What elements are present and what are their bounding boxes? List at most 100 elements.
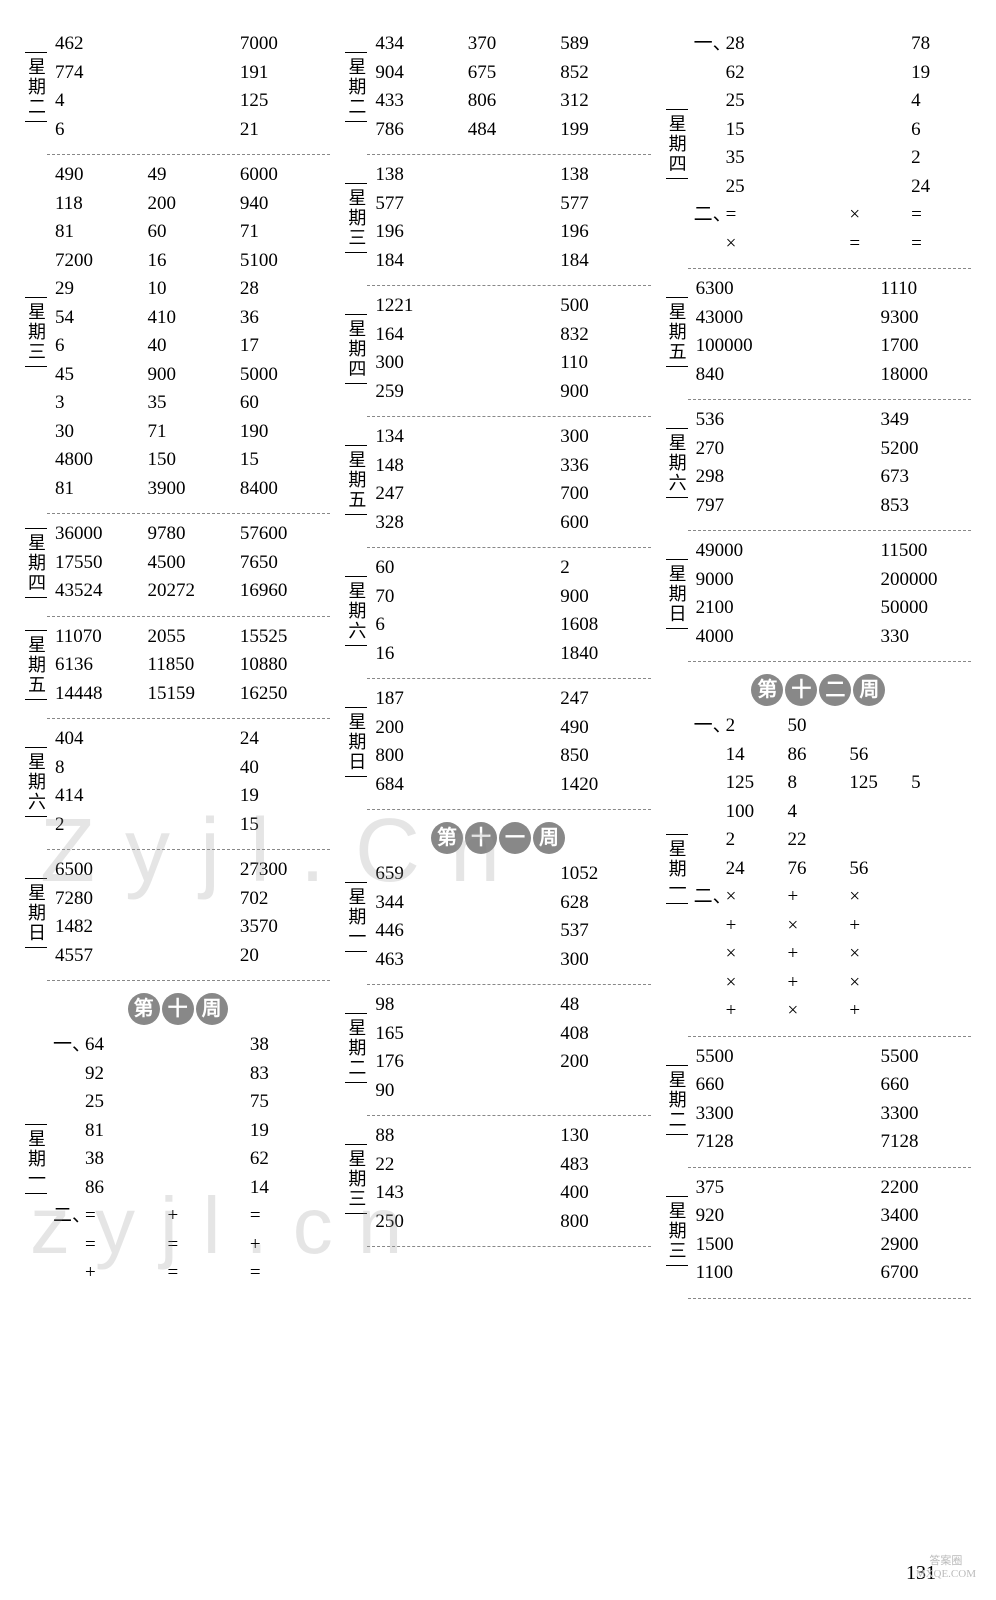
cell: 24 [909, 173, 971, 202]
cell: 336 [558, 452, 650, 481]
cell: × [724, 230, 786, 259]
cell [145, 87, 237, 116]
section-marker: 一、 [694, 712, 724, 741]
week-char: 第 [751, 674, 783, 706]
table-row: 4125 [53, 87, 330, 116]
table-row: 4000330 [694, 623, 971, 652]
table-row: 222 [694, 826, 971, 855]
section-marker [694, 173, 724, 202]
column-0: 星期二46270007741914125621星期三49049600011820… [25, 30, 330, 1305]
cell: 2900 [879, 1231, 971, 1260]
table-row: ==+ [53, 1231, 330, 1260]
cell: 28 [238, 275, 330, 304]
cell: 60 [238, 389, 330, 418]
table-row: 一、250 [694, 712, 971, 741]
cell: 1110 [879, 275, 971, 304]
cell: 853 [879, 492, 971, 521]
table-row: 250800 [373, 1208, 650, 1237]
week-char: 十 [162, 993, 194, 1025]
cell: 7280 [53, 885, 145, 914]
cell [165, 1117, 247, 1146]
cell: 577 [373, 190, 465, 219]
cell [466, 321, 558, 350]
table-row: 577 577 [373, 190, 650, 219]
day-label: 星期五 [25, 630, 47, 700]
table-row: 3862 [53, 1145, 330, 1174]
cell: 199 [558, 116, 650, 145]
cell: 410 [145, 304, 237, 333]
table-row: 196196 [373, 218, 650, 247]
cell: 25 [83, 1088, 165, 1117]
cell [466, 714, 558, 743]
cell: 5500 [879, 1043, 971, 1072]
divider [47, 616, 330, 617]
day-block: 星期三138138577577196196184184 [345, 161, 650, 275]
cell: 300 [373, 349, 465, 378]
day-block: 星期二46270007741914125621 [25, 30, 330, 144]
cell: 19 [238, 782, 330, 811]
cell: 187 [373, 685, 465, 714]
cell: 577 [558, 190, 650, 219]
section-marker [694, 116, 724, 145]
cell: 490 [53, 161, 145, 190]
cell: 30 [53, 418, 145, 447]
table-row: 455720 [53, 942, 330, 971]
table-row: 786484199 [373, 116, 650, 145]
cell: 2 [53, 811, 145, 840]
cell: 43000 [694, 304, 786, 333]
week-header: 第十周 [25, 993, 330, 1025]
cell [786, 463, 878, 492]
cell: 536 [694, 406, 786, 435]
cell [786, 594, 878, 623]
cell: 150 [145, 446, 237, 475]
cell: 38 [248, 1031, 330, 1060]
section-marker [694, 741, 724, 770]
cell: 259 [373, 378, 465, 407]
table-row: 二、=×= [694, 201, 971, 230]
cell [786, 1128, 878, 1157]
cell: 940 [238, 190, 330, 219]
cell: 800 [558, 1208, 650, 1237]
cell [165, 1088, 247, 1117]
cell [466, 480, 558, 509]
section-marker [694, 940, 724, 969]
cell [466, 452, 558, 481]
cell: 35 [145, 389, 237, 418]
cell: + [165, 1202, 247, 1231]
cell: 1482 [53, 913, 145, 942]
cell: 36 [238, 304, 330, 333]
table-row: 1000001700 [694, 332, 971, 361]
cell: 20272 [145, 577, 237, 606]
cell [785, 59, 847, 88]
cell: 16960 [238, 577, 330, 606]
section-marker: 二、 [694, 883, 724, 912]
cell: 17550 [53, 549, 145, 578]
cell: 64 [83, 1031, 165, 1060]
divider [688, 1167, 971, 1168]
cell: 400 [558, 1179, 650, 1208]
table-row: 8614 [53, 1174, 330, 1203]
cell [785, 116, 847, 145]
table-row: 816071 [53, 218, 330, 247]
cell: 5000 [238, 361, 330, 390]
cell [786, 1174, 878, 1203]
cell: = [248, 1202, 330, 1231]
data-grid: 434370589904675852433806312786484199 [367, 30, 650, 144]
cell: × [724, 940, 786, 969]
day-label: 星期三 [666, 1196, 688, 1266]
cell: 18000 [879, 361, 971, 390]
cell [785, 201, 847, 230]
cell: 904 [373, 59, 465, 88]
table-row: 一、2878 [694, 30, 971, 59]
cell: 2200 [879, 1174, 971, 1203]
table-row: 55005500 [694, 1043, 971, 1072]
section-marker: 一、 [694, 30, 724, 59]
cell: 7650 [238, 549, 330, 578]
cell: 375 [694, 1174, 786, 1203]
cell: 414 [53, 782, 145, 811]
cell [909, 912, 971, 941]
cell: 10880 [238, 651, 330, 680]
table-row: 602 [373, 554, 650, 583]
section-marker [694, 769, 724, 798]
divider [688, 530, 971, 531]
